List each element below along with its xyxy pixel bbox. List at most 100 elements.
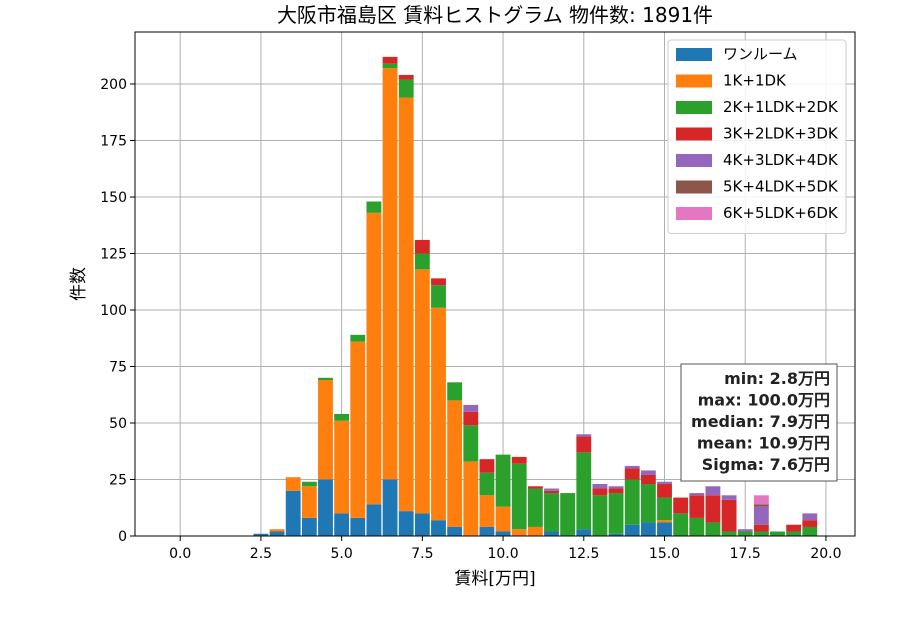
- bar-segment: [495, 454, 511, 507]
- bar-segment: [705, 495, 721, 523]
- bar-segment: [269, 529, 285, 532]
- bar-segment: [463, 461, 479, 536]
- bar-segment: [334, 420, 350, 514]
- bar-segment: [657, 522, 672, 536]
- bar-segment: [414, 269, 430, 514]
- bar-segment: [753, 495, 769, 505]
- bar-segment: [253, 533, 269, 536]
- legend-label: ワンルーム: [723, 45, 798, 63]
- bar-segment: [608, 493, 624, 534]
- bar-segment: [592, 488, 608, 496]
- bar-segment: [479, 459, 495, 473]
- bar-segment: [463, 425, 479, 462]
- bar-segment: [640, 522, 656, 536]
- x-tick-label: 17.5: [730, 546, 761, 562]
- bar-segment: [334, 413, 350, 421]
- bar-segment: [657, 481, 672, 485]
- y-tick-label: 75: [109, 359, 127, 375]
- bar-segment: [753, 524, 769, 532]
- bar-segment: [511, 463, 527, 530]
- bar-segment: [576, 436, 592, 453]
- legend-label: 4K+3LDK+4DK: [723, 151, 839, 169]
- bar-segment: [431, 520, 446, 536]
- bar-segment: [624, 468, 640, 480]
- legend-swatch: [676, 101, 712, 114]
- y-tick-label: 200: [100, 77, 127, 93]
- bar-segment: [527, 488, 543, 527]
- bar-segment: [382, 479, 398, 536]
- bar-segment: [366, 504, 382, 536]
- bar-segment: [301, 486, 317, 518]
- bar-segment: [576, 529, 592, 536]
- bar-segment: [544, 488, 559, 491]
- bar-segment: [301, 481, 317, 487]
- bar-segment: [544, 493, 559, 532]
- stats-line: min: 2.8万円: [724, 369, 830, 388]
- bar-segment: [624, 465, 640, 469]
- chart-title: 大阪市福島区 賃料ヒストグラム 物件数: 1891件: [277, 3, 713, 27]
- bar-segment: [382, 56, 398, 64]
- legend-label: 3K+2LDK+3DK: [723, 125, 839, 143]
- bar-segment: [592, 484, 608, 489]
- bar-segment: [705, 486, 721, 496]
- bar-segment: [285, 477, 301, 491]
- stats-box: min: 2.8万円 max: 100.0万円 median: 7.9万円 mean:…: [680, 363, 838, 482]
- bars-layer: [253, 56, 818, 536]
- legend-label: 6K+5LDK+6DK: [723, 204, 839, 222]
- bar-segment: [705, 522, 721, 536]
- bar-segment: [802, 526, 818, 536]
- bar-segment: [673, 497, 689, 514]
- bar-segment: [479, 495, 495, 527]
- legend-swatch: [676, 127, 712, 141]
- x-tick-label: 20.0: [810, 546, 841, 562]
- x-tick-label: 2.5: [250, 546, 272, 562]
- bar-segment: [753, 504, 769, 507]
- bar-segment: [527, 526, 543, 536]
- bar-segment: [269, 531, 285, 536]
- legend-swatch: [676, 74, 712, 88]
- bar-segment: [640, 484, 656, 523]
- y-tick-label: 100: [100, 303, 127, 319]
- bar-segment: [414, 239, 430, 254]
- plot-frame: [134, 31, 856, 537]
- legend-box: [667, 39, 847, 234]
- y-tick-label: 175: [100, 133, 127, 149]
- bar-segment: [721, 499, 737, 532]
- legend-swatch: [676, 154, 712, 167]
- bar-segment: [592, 495, 608, 536]
- bar-segment: [431, 307, 446, 521]
- bar-segment: [624, 479, 640, 525]
- bar-segment: [318, 380, 333, 480]
- bar-segment: [414, 253, 430, 270]
- x-tick-label: 7.5: [411, 546, 433, 562]
- bar-segment: [398, 79, 414, 98]
- bar-segment: [414, 513, 430, 536]
- x-tick-label: 12.5: [568, 546, 599, 562]
- bar-segment: [689, 517, 705, 536]
- bar-segment: [560, 493, 576, 536]
- bar-segment: [721, 495, 737, 500]
- y-tick-label: 50: [109, 416, 127, 432]
- bar-segment: [511, 456, 527, 464]
- x-tick-label: 5.0: [331, 546, 353, 562]
- bar-segment: [285, 490, 301, 536]
- bar-segment: [350, 517, 366, 536]
- bar-segment: [544, 490, 559, 494]
- legend-swatch: [676, 180, 712, 194]
- bar-segment: [463, 411, 479, 426]
- bar-segment: [657, 484, 672, 498]
- bar-segment: [802, 520, 818, 527]
- bar-segment: [640, 474, 656, 485]
- bar-segment: [689, 493, 705, 496]
- y-axis: 0 25 50 75 100 125 150 175 200: [100, 77, 135, 545]
- bar-segment: [511, 529, 527, 536]
- bar-segment: [301, 517, 317, 536]
- x-axis: 0.0 2.5 5.0 7.5 10.0 12.5 15.0 17.5 20.0: [169, 536, 842, 562]
- bar-segment: [657, 520, 672, 523]
- bar-segment: [770, 531, 785, 536]
- y-tick-label: 150: [100, 190, 127, 206]
- bar-segment: [447, 400, 463, 527]
- bar-segment: [737, 531, 753, 536]
- stats-line: mean: 10.9万円: [697, 434, 830, 453]
